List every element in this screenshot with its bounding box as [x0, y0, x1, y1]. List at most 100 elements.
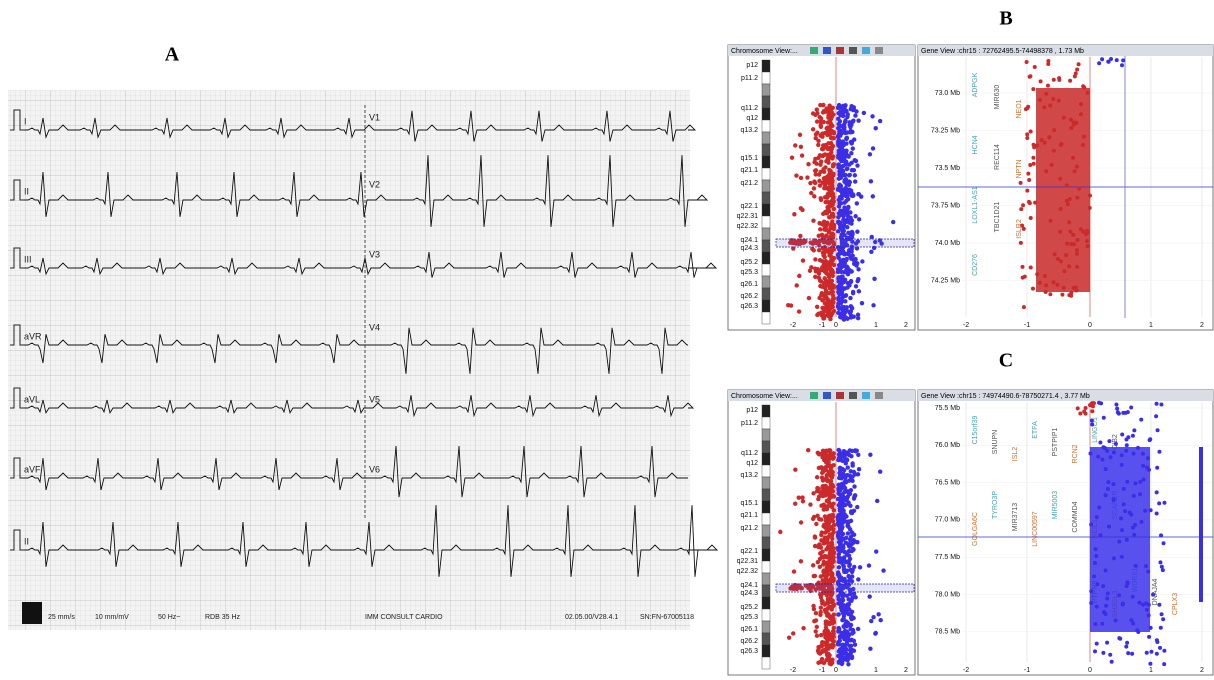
cnv-point [836, 565, 842, 570]
cnv-point [1021, 203, 1026, 208]
toolbar-icon[interactable] [849, 47, 857, 54]
cnv-point [1028, 265, 1033, 270]
cnv-point [1092, 574, 1097, 579]
cnv-point [796, 583, 802, 588]
toolbar-icon[interactable] [810, 392, 818, 399]
ideogram-band [761, 239, 771, 253]
y-tick-label: 77.5 Mb [935, 554, 960, 561]
cnv-point [1071, 155, 1076, 160]
cnv-point [1105, 487, 1110, 492]
cnv-point [1031, 161, 1036, 166]
toolbar-icon[interactable] [862, 47, 870, 54]
cnv-point [831, 451, 836, 456]
cnv-point [1131, 493, 1136, 498]
cnv-point [1021, 226, 1026, 231]
cnv-point [842, 252, 847, 257]
toolbar-icon[interactable] [823, 392, 831, 399]
gene-label: HCN4 [972, 135, 979, 154]
toolbar-icon[interactable] [849, 392, 857, 399]
cnv-point [813, 257, 818, 262]
cnv-point [829, 607, 834, 612]
cnv-point [868, 452, 873, 457]
cnv-point [816, 247, 822, 253]
cnv-point [812, 179, 817, 184]
toolbar-icon[interactable] [810, 47, 818, 54]
cnv-point [1138, 479, 1143, 484]
cnv-point [826, 113, 831, 118]
cnv-point [850, 146, 855, 151]
cnv-point [828, 467, 834, 473]
cnv-point [1038, 79, 1043, 84]
toolbar-icon[interactable] [875, 47, 883, 54]
cnv-point [830, 512, 836, 518]
cnv-point [842, 207, 847, 213]
cnv-point [850, 239, 855, 244]
cnv-point [793, 143, 798, 148]
cnv-point [818, 197, 824, 203]
ideogram-band [761, 500, 771, 514]
cnv-point [828, 593, 834, 598]
cnv-point [837, 469, 843, 474]
cnv-point [830, 473, 835, 478]
cnv-point [1120, 528, 1125, 533]
cnv-point [1085, 244, 1090, 249]
view-title: Gene View :chr15 : 74974490.6-78750271.4… [921, 393, 1090, 400]
footer-text: 02.05.00/V28.4.1 [565, 614, 618, 621]
cnv-point [1069, 290, 1074, 295]
cnv-point [836, 641, 841, 647]
cnv-point [827, 260, 832, 265]
cnv-point [841, 148, 847, 154]
selection [775, 238, 915, 248]
toolbar-icon[interactable] [875, 392, 883, 399]
y-tick-label: 73.0 Mb [935, 90, 960, 97]
cnv-point [853, 595, 858, 600]
cnv-point [1057, 76, 1062, 81]
band-label: q21.2 [740, 525, 758, 532]
cnv-point [1094, 641, 1099, 646]
cnv-point [1028, 129, 1033, 134]
cnv-point [875, 498, 880, 504]
cnv-point [1103, 493, 1108, 498]
cnv-point [1115, 406, 1120, 411]
cnv-point [819, 465, 824, 470]
cnv-point [1035, 272, 1040, 277]
cnv-point [788, 303, 794, 308]
toolbar-icon[interactable] [823, 47, 831, 54]
cnv-point [819, 656, 825, 662]
cnv-point [845, 559, 850, 564]
toolbar-icon[interactable] [862, 392, 870, 399]
cnv-point [841, 468, 847, 473]
ecg-grid [8, 90, 690, 630]
cnv-point [1031, 155, 1036, 160]
cnv-point [837, 172, 842, 178]
cnv-point [1131, 525, 1136, 530]
ecg-trace [24, 395, 695, 418]
cnv-point [810, 584, 816, 589]
gene-label: MIR3713 [1012, 503, 1019, 532]
cnv-point [1098, 533, 1103, 538]
cnv-point [814, 475, 820, 480]
cnv-point [1064, 183, 1069, 188]
cnv-point [851, 591, 857, 596]
cnv-point [845, 494, 851, 499]
cnv-point [1102, 446, 1107, 451]
cnv-point [1105, 448, 1110, 453]
toolbar-icon[interactable] [836, 47, 844, 54]
cnv-point [1125, 580, 1130, 585]
cnv-point [818, 169, 823, 175]
cnv-point [836, 297, 841, 302]
cnv-point [1096, 454, 1101, 459]
cnv-point [1027, 177, 1032, 182]
cnv-point [845, 465, 850, 470]
cnv-point [846, 574, 851, 579]
cnv-point [1095, 582, 1100, 587]
cnv-point [793, 501, 798, 506]
cnv-point [1074, 288, 1079, 293]
cnv-point [817, 178, 822, 184]
cnv-point [851, 586, 856, 592]
cnv-point [844, 568, 850, 573]
toolbar-icon[interactable] [836, 392, 844, 399]
ideogram-band [761, 440, 771, 454]
cnv-point [1141, 463, 1146, 468]
ideogram-band [761, 131, 771, 145]
